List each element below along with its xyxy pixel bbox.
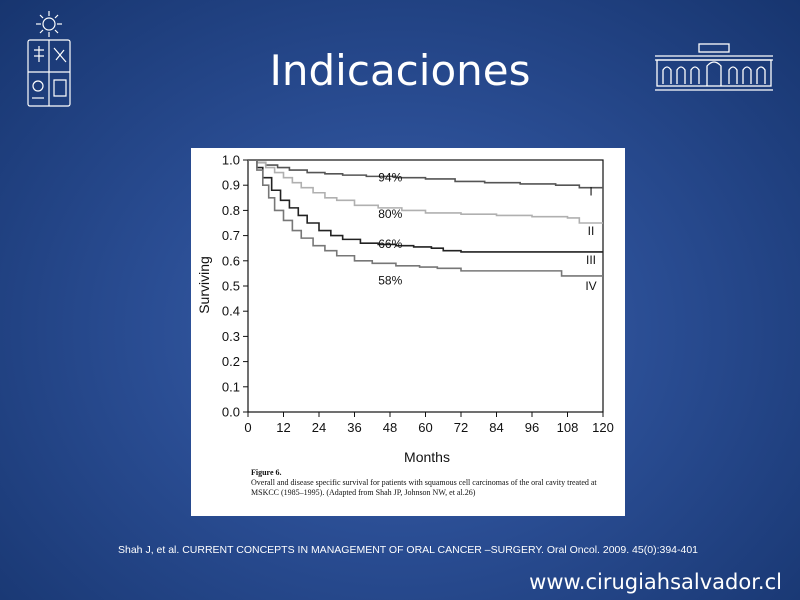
x-tick-label: 72 — [454, 420, 468, 435]
x-tick-label: 60 — [418, 420, 432, 435]
series-percent-annotation: 80% — [378, 207, 402, 221]
y-tick-label: 0.0 — [222, 405, 240, 420]
website-url: www.cirugiahsalvador.cl — [529, 570, 782, 594]
series-line-stage-iii — [248, 159, 603, 253]
x-tick-label: 24 — [312, 420, 326, 435]
series-end-label: IV — [585, 279, 596, 293]
y-tick-label: 0.5 — [222, 279, 240, 294]
x-tick-label: 0 — [244, 420, 251, 435]
x-tick-label: 12 — [276, 420, 290, 435]
y-tick-label: 0.2 — [222, 354, 240, 369]
series-percent-annotation: 58% — [378, 274, 402, 288]
y-tick-label: 0.6 — [222, 253, 240, 268]
y-tick-label: 0.1 — [222, 379, 240, 394]
series-end-label: II — [588, 224, 595, 238]
hospital-building-logo — [653, 42, 775, 99]
y-tick-label: 0.3 — [222, 329, 240, 344]
survival-chart: 0 12 24 36 48 60 72 84 96 108 120 0.0 0.1 0.2 0.3 0.4 0.… — [196, 153, 614, 466]
figure-label: Figure 6. — [251, 468, 282, 477]
x-tick-label: 36 — [347, 420, 361, 435]
plot-frame — [247, 159, 604, 413]
series-percent-annotation: 66% — [378, 237, 402, 251]
series-line-stage-ii — [248, 159, 603, 224]
series-end-label: I — [589, 185, 592, 199]
series-line-stage-i — [248, 159, 603, 189]
x-tick-label: 108 — [557, 420, 579, 435]
x-tick-label: 120 — [592, 420, 614, 435]
university-crest-logo — [24, 10, 74, 115]
citation-text: Shah J, et al. CURRENT CONCEPTS IN MANAG… — [118, 544, 699, 556]
slide-title: Indicaciones — [269, 46, 531, 95]
y-tick-label: 0.7 — [222, 228, 240, 243]
figure-panel: 0 12 24 36 48 60 72 84 96 108 120 0.0 0.1 0.2 0.3 0.4 0.… — [191, 148, 625, 516]
series-percent-annotation: 94% — [378, 170, 402, 184]
y-tick-label: 0.4 — [222, 304, 240, 319]
y-tick-label: 1.0 — [222, 153, 240, 168]
series-end-label: III — [586, 253, 596, 267]
x-tick-label: 48 — [383, 420, 397, 435]
series-line-stage-iv — [248, 159, 603, 277]
figure-caption: Figure 6. Overall and disease specific s… — [251, 468, 611, 498]
y-tick-label: 0.8 — [222, 203, 240, 218]
x-tick-label: 84 — [489, 420, 503, 435]
x-tick-label: 96 — [525, 420, 539, 435]
y-axis-label: Surviving — [196, 256, 212, 314]
figure-caption-text: Overall and disease specific survival fo… — [251, 478, 597, 497]
y-tick-label: 0.9 — [222, 178, 240, 193]
x-axis-label: Months — [404, 449, 450, 465]
